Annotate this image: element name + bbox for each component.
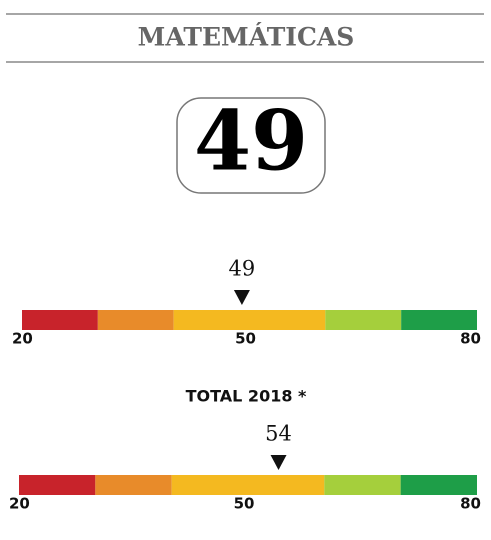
band (324, 475, 401, 495)
title: MATEMÁTICAS (138, 23, 355, 52)
score-box (176, 97, 326, 194)
marker (233, 290, 250, 305)
band (95, 475, 172, 495)
band (400, 475, 477, 495)
tick-label: 20 (9, 495, 30, 513)
band (401, 310, 477, 330)
tick-label: 80 (460, 495, 481, 513)
scale-label: TOTAL 2018 * (186, 387, 307, 406)
score: 49 (194, 93, 308, 189)
marker-value: 49 (229, 257, 256, 281)
tick-label: 80 (460, 330, 481, 348)
tick-label: 50 (235, 330, 256, 348)
band (19, 475, 96, 495)
marker (270, 455, 287, 470)
band (325, 310, 402, 330)
tick-label: 50 (234, 495, 255, 513)
band (171, 475, 325, 495)
band (97, 310, 174, 330)
marker-value: 54 (265, 422, 292, 446)
band (22, 310, 98, 330)
tick-label: 20 (12, 330, 33, 348)
band (173, 310, 326, 330)
